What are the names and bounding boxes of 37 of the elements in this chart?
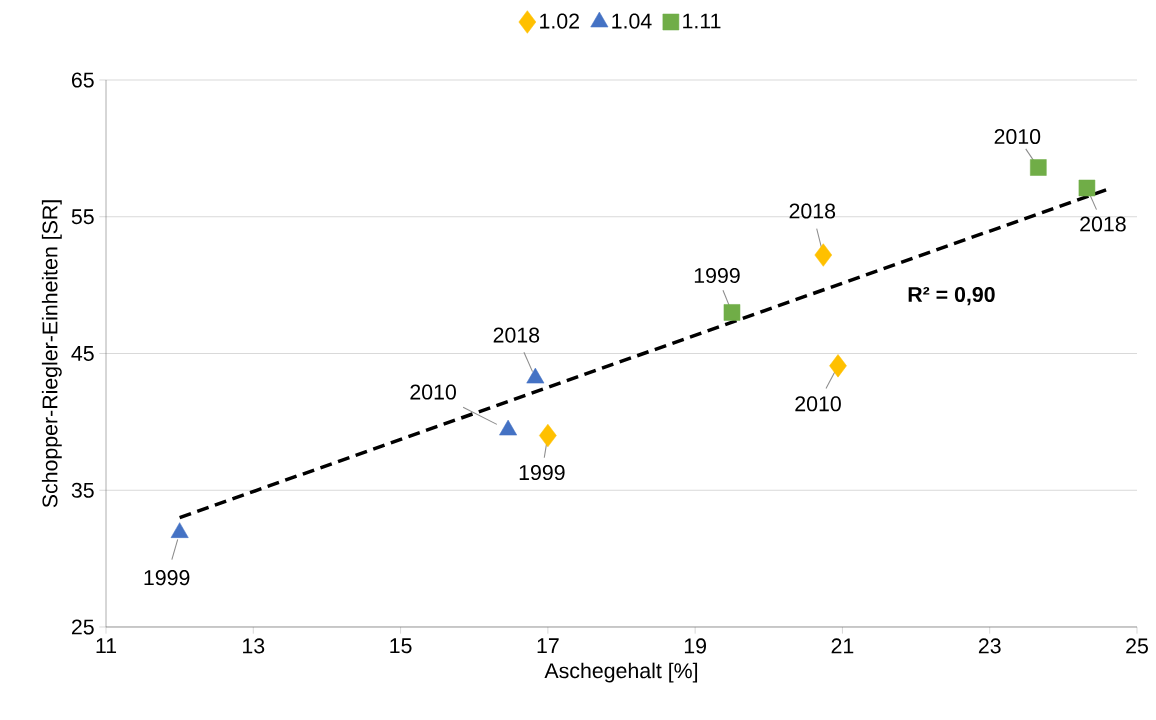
point — [1030, 159, 1047, 176]
x-tick-label: 17 — [537, 638, 559, 654]
point — [526, 367, 545, 384]
point — [723, 304, 741, 321]
point — [499, 419, 518, 436]
y-tick-label: 45 — [71, 346, 94, 361]
legend-label: 1.02 — [540, 13, 579, 29]
annotation: R² = 0,90 — [908, 286, 995, 306]
x-tick-label: 11 — [96, 638, 117, 654]
annotation: 2018 — [1080, 216, 1126, 232]
annotation: 2010 — [410, 384, 456, 400]
x-axis-title: Aschegehalt [%] — [544, 662, 698, 683]
x-tick-label: 23 — [978, 638, 1001, 654]
y-tick-label: 55 — [71, 209, 94, 225]
annotation: 1999 — [144, 570, 190, 586]
annotation: 1999 — [519, 464, 565, 481]
annotation: 2010 — [994, 128, 1041, 145]
point — [829, 354, 847, 378]
point — [539, 423, 557, 448]
annotation: 2018 — [789, 203, 836, 219]
y-axis-title: Schopper-Riegler-Einheiten [SR] — [41, 200, 62, 508]
x-tick-label: 15 — [390, 638, 412, 654]
y-tick-label: 35 — [71, 482, 94, 498]
legend-label: 1.11 — [683, 13, 721, 29]
x-tick-label: 25 — [1126, 638, 1148, 654]
y-tick-label: 65 — [71, 72, 94, 88]
x-tick-label: 19 — [684, 638, 706, 654]
point — [1078, 179, 1096, 197]
x-tick-label: 13 — [243, 638, 265, 654]
annotation: 1999 — [694, 267, 740, 284]
point — [814, 243, 833, 267]
legend-label: 1.04 — [612, 13, 652, 29]
annotation: 2018 — [493, 327, 540, 343]
y-tick-label: 25 — [71, 619, 94, 635]
annotation: 2010 — [795, 396, 841, 412]
point — [170, 522, 189, 538]
x-tick-label: 21 — [831, 638, 854, 654]
